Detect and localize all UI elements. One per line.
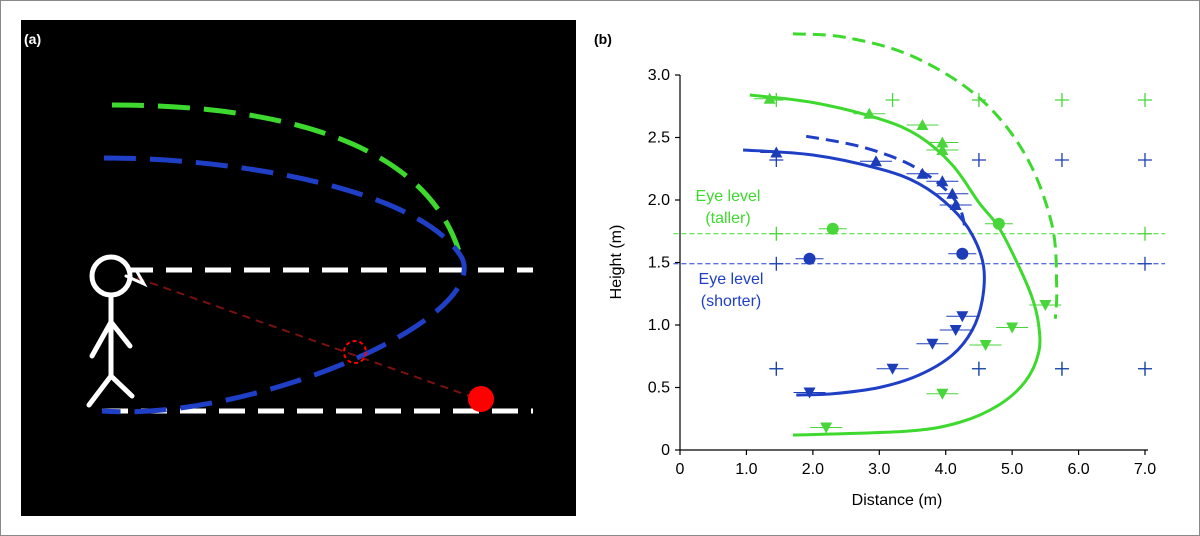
taller-plus-marker (1054, 93, 1069, 107)
eye-level-shorter-label-line1: Eye level (699, 271, 764, 288)
y-tick-label: 1.5 (648, 255, 670, 272)
eye-level-taller-label-line2: (taller) (705, 210, 750, 227)
taller-dashed-curve (792, 32, 1059, 319)
taller-up-triangle (916, 119, 929, 130)
panel-a: (a) (24, 31, 533, 415)
x-tick-label: 4.0 (935, 461, 957, 478)
x-tick-label: 1.0 (735, 461, 757, 478)
shorter-plus-marker (971, 153, 986, 167)
y-tick-label: 2.5 (648, 130, 670, 147)
x-tick-label: 7.0 (1134, 461, 1156, 478)
taller-down-triangle (979, 340, 992, 351)
y-tick-label: 3.0 (648, 67, 670, 84)
y-tick-label: 0.5 (648, 380, 670, 397)
line-of-sight (136, 277, 479, 400)
taller-up-triangle (936, 136, 949, 148)
taller-down-triangle (1006, 322, 1019, 334)
shorter-plus-marker (1054, 153, 1069, 167)
taller-down-triangle (1039, 300, 1052, 311)
x-tick-label: 2.0 (802, 461, 824, 478)
taller-circle-marker (992, 217, 1005, 230)
taller-plus-marker (1138, 226, 1152, 241)
taller-down-triangle (936, 388, 949, 400)
shorter-up-triangle (916, 167, 929, 179)
y-axis-ticks: 0 0.5 1.0 1.5 2.0 2.5 3.0 (648, 67, 680, 459)
x-tick-label: 0 (676, 461, 685, 478)
panel-a-label: (a) (24, 31, 41, 47)
eye-level-taller-label: Eye level (taller) (696, 188, 761, 227)
observer-right-arm (108, 319, 133, 349)
shorter-plus-marker (1138, 361, 1152, 376)
taller-plus-marker (1138, 93, 1152, 107)
shorter-fit-curve (742, 148, 986, 397)
apparent-position-marker (343, 340, 367, 364)
shorter-up-triangle (770, 146, 783, 158)
observer-right-leg (108, 373, 135, 399)
taller-up-triangle (863, 107, 876, 119)
eye-level-shorter-label-line2: (shorter) (701, 293, 761, 310)
shorter-plus-marker (1138, 153, 1152, 167)
taller-plus-marker (769, 226, 784, 241)
shorter-plus-marker (1054, 361, 1069, 376)
shorter-up-triangle (869, 155, 882, 167)
eye-marker (124, 268, 148, 288)
shorter-up-triangle (946, 187, 959, 199)
shorter-down-triangle (886, 363, 899, 375)
panel-b: (b) 0 1.0 2.0 3.0 4.0 5.0 6.0 7.0 0 0.5 1.0 1.5 2.0… (594, 31, 1165, 509)
shorter-trajectory (101, 155, 467, 415)
data-markers (753, 92, 1152, 434)
taller-up-triangle (763, 92, 776, 104)
shorter-down-triangle (949, 325, 962, 336)
observer-left-leg (86, 373, 114, 408)
taller-down-triangle (820, 422, 833, 434)
taller-circle-marker (826, 222, 839, 235)
shorter-down-triangle (803, 387, 816, 399)
taller-up-triangle (936, 144, 949, 155)
taller-plus-marker (971, 93, 986, 107)
shorter-plus-marker (769, 256, 784, 271)
shorter-circle-marker (803, 252, 816, 265)
panel-b-label: (b) (594, 31, 612, 47)
eye-level-shorter-label: Eye level (shorter) (699, 271, 764, 310)
shorter-up-triangle (936, 175, 949, 187)
observer-head (89, 254, 133, 298)
y-tick-label: 0 (661, 442, 670, 459)
eye-level-lines (673, 233, 1165, 265)
shorter-up-triangle (949, 199, 962, 210)
eye-level-taller-label-line1: Eye level (696, 188, 761, 205)
x-axis-ticks: 0 1.0 2.0 3.0 4.0 5.0 6.0 7.0 (676, 450, 1156, 478)
shorter-circle-marker (956, 247, 969, 260)
fit-curves (742, 32, 1059, 437)
shorter-down-triangle (926, 338, 939, 350)
ball (468, 386, 494, 412)
taller-fit-curve (749, 93, 1042, 437)
taller-plus-marker (885, 93, 900, 107)
taller-trajectory (111, 102, 465, 263)
x-tick-label: 6.0 (1067, 461, 1089, 478)
x-axis-label: Distance (m) (852, 492, 943, 509)
stick-figure-observer (86, 254, 148, 408)
shorter-plus-marker (1138, 256, 1152, 271)
x-tick-label: 5.0 (1001, 461, 1023, 478)
x-tick-label: 3.0 (868, 461, 890, 478)
y-tick-label: 1.0 (648, 317, 670, 334)
shorter-down-triangle (956, 311, 969, 323)
y-axis-label: Height (m) (608, 225, 625, 300)
y-tick-label: 2.0 (648, 192, 670, 209)
observer-left-arm (89, 319, 114, 359)
shorter-plus-marker (971, 361, 986, 376)
shorter-plus-marker (769, 361, 784, 376)
